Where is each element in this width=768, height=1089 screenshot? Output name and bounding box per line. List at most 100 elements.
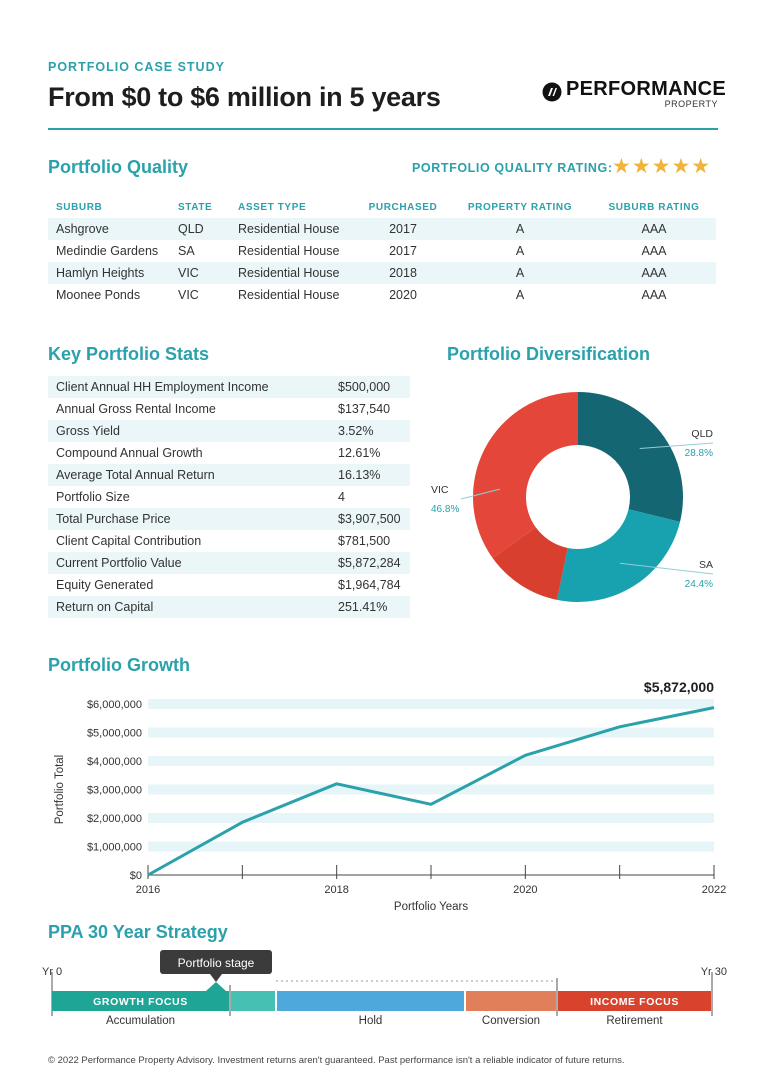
cell: A [448,262,592,284]
cell: QLD [170,218,230,240]
stats-row: Equity Generated $1,964,784 [48,574,410,596]
donut-value-sa: 24.4% [685,579,713,590]
stat-label: Annual Gross Rental Income [56,402,216,416]
growth-series-line [147,706,715,877]
cell: A [515,288,525,302]
donut-label-vic: VIC [431,484,449,496]
cell: AAA [592,262,716,284]
stat-value: $5,872,284 [332,552,410,574]
cell: Residential House [230,262,358,284]
donut-slice-sa [557,509,681,602]
timeline-phase-label: Retirement [606,1015,663,1027]
stat-value: $500,000 [332,376,410,398]
stat-value: 3.52% [332,420,410,442]
stats-row: Return on Capital 251.41% [48,596,410,618]
logo-mark-icon [542,82,562,102]
donut-leader-line [639,442,714,449]
donut-slice-vic [492,527,568,600]
table-row: Ashgrove QLD Residential House 2017 A AA… [48,218,716,240]
col-state: STATE [178,201,213,213]
diversification-section-title: Portfolio Diversification [447,344,651,364]
growth-callout-value: $5,872,000 [644,680,714,695]
stats-row: Current Portfolio Value $5,872,284 [48,552,410,574]
strategy-timeline: Yr 0 Yr 30 GROWTH FOCUS Accumulation Hold Con… [42,950,727,1027]
portfolio-stage-tooltip [160,950,272,974]
timeline-start-label: Yr 0 [42,966,62,978]
y-tick-label: $1,000,000 [87,842,142,854]
cell: Ashgrove [48,218,170,240]
donut-slice-qld [578,392,683,522]
donut-value-qld: 28.8% [685,448,713,459]
stat-value: $781,500 [338,534,391,548]
footer-disclaimer: © 2022 Performance Property Advisory. In… [48,1055,625,1066]
logo-wordmark: PERFORMANCE [566,78,726,100]
stat-label: Equity Generated [56,578,154,592]
cell: Medindie Gardens [56,244,159,258]
timeline-segment-label: INCOME FOCUS [590,996,679,1008]
cell: AAA [592,218,716,240]
stats-row: Portfolio Size 4 [48,486,410,508]
cell: A [448,218,592,240]
strategy-section-title: PPA 30 Year Strategy [48,922,228,942]
stats-row: Client Annual HH Employment Income $500,0… [48,376,410,398]
y-tick-label: $5,000,000 [87,728,142,740]
timeline-end-label: Yr 30 [701,966,727,978]
timeline-segment-label: GROWTH FOCUS [93,996,188,1008]
timeline-segment [231,991,275,1011]
cell: Residential House [238,244,340,258]
donut-leader-line [460,488,501,500]
stats-row: Average Total Annual Return 16.13% [48,464,410,486]
cell: 2018 [358,262,448,284]
table-row: Moonee Ponds VIC Residential House 2020 … [48,284,716,306]
cell: 2017 [358,218,448,240]
cell: Residential House [230,218,358,240]
key-stats-table: Client Annual HH Employment Income $500,0… [48,376,410,618]
stat-label: Gross Yield [48,420,332,442]
col-suburb-rating: SUBURB RATING [608,201,700,213]
cell: VIC [178,288,199,302]
table-row: Hamlyn Heights VIC Residential House 201… [48,262,716,284]
donut-leader-line [620,562,714,575]
quality-section-title: Portfolio Quality [48,157,189,177]
timeline-phase-label: Hold [359,1015,383,1027]
y-tick-label: $3,000,000 [87,785,142,797]
cell: 2020 [389,288,417,302]
stat-value: $1,964,784 [338,578,401,592]
y-tick-label: $6,000,000 [87,699,142,711]
quality-rating-stars-icon: ★★★★★ [612,155,712,178]
stat-label: Portfolio Size [56,490,130,504]
timeline-segment [277,991,464,1011]
stat-label: Compound Annual Growth [56,446,203,460]
cell: Residential House [238,288,340,302]
stats-row: Client Capital Contribution $781,500 [48,530,410,552]
stat-label: Current Portfolio Value [48,552,332,574]
tooltip-text: Portfolio stage [178,956,255,970]
stage-marker [206,982,226,991]
donut-slice-vic [473,392,578,559]
y-tick-label: $0 [130,870,142,882]
grid-band [148,813,714,823]
portfolio-growth-chart: $0 $1,000,000 $2,000,000 $3,000,000 $4,000,0… [54,680,726,913]
x-tick-label: 2020 [513,884,537,896]
x-tick-label: 2016 [136,884,160,896]
cell: Hamlyn Heights [48,262,170,284]
portfolio-quality-table: SUBURB STATE ASSET TYPE PURCHASED PROPER… [48,196,716,306]
growth-section-title: Portfolio Growth [48,655,190,675]
cell: 2017 [389,244,417,258]
donut-value-vic: 46.8% [431,504,459,515]
cell: AAA [641,288,667,302]
stats-row: Total Purchase Price $3,907,500 [48,508,410,530]
tooltip-pointer [210,974,222,982]
header-divider [48,128,718,130]
timeline-segment [52,991,229,1011]
stats-row: Gross Yield 3.52% [48,420,410,442]
stat-label: Return on Capital [48,596,332,618]
stat-value: $3,907,500 [332,508,410,530]
grid-band [148,699,714,709]
performance-property-logo: PERFORMANCE PROPERTY [542,78,726,110]
cell: Moonee Ponds [56,288,141,302]
stat-label: Client Capital Contribution [56,534,202,548]
timeline-phase-label: Accumulation [106,1015,175,1027]
col-suburb: SUBURB [56,201,103,213]
stat-value: 16.13% [332,464,410,486]
